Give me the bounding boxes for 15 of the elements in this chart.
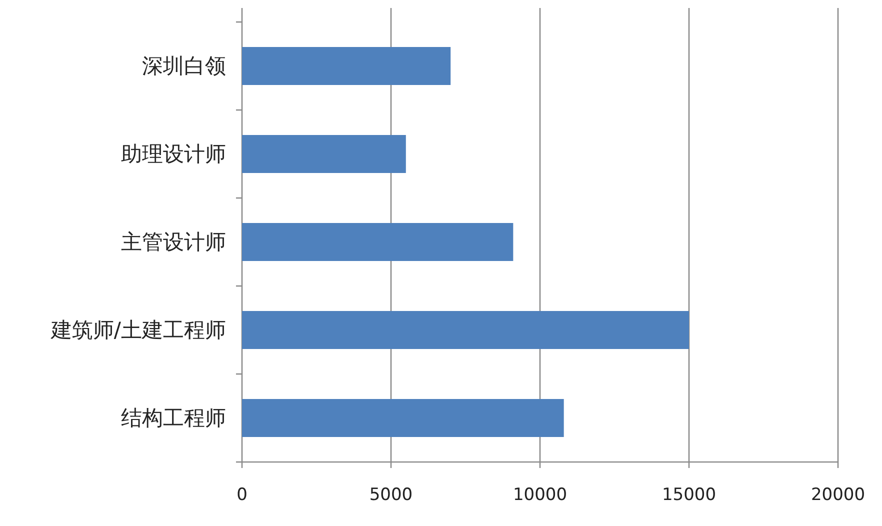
x-tick-label: 20000 — [810, 485, 866, 505]
y-tick-label: 助理设计师 — [121, 142, 226, 166]
y-tick-label: 结构工程师 — [121, 406, 226, 430]
y-tick-label: 建筑师/土建工程师 — [50, 318, 226, 342]
y-tick-label: 主管设计师 — [121, 230, 226, 254]
x-tick-label: 5000 — [369, 485, 413, 505]
bar — [242, 135, 406, 173]
bar — [242, 311, 689, 349]
bar — [242, 399, 564, 437]
bar — [242, 47, 451, 85]
x-tick-label: 15000 — [662, 485, 716, 505]
y-tick-label: 深圳白领 — [142, 54, 226, 78]
bar — [242, 223, 514, 261]
x-tick-label: 0 — [236, 485, 248, 505]
x-tick-label: 10000 — [512, 485, 568, 505]
